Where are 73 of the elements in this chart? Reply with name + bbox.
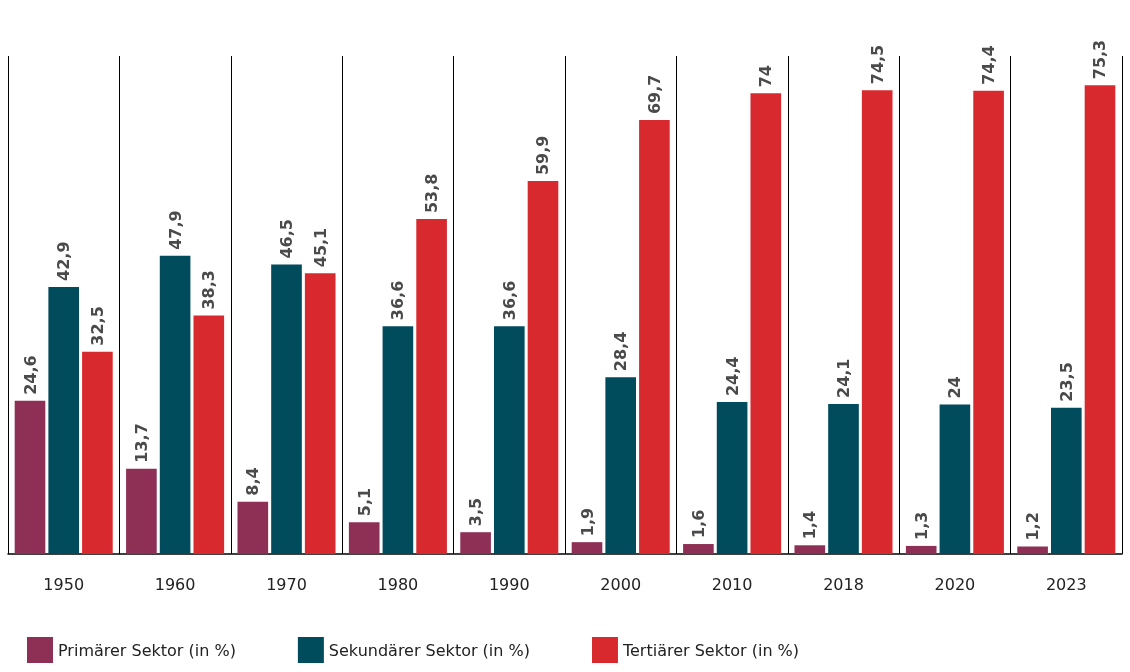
bar [716, 402, 748, 554]
data-label: 24,6 [20, 355, 40, 395]
bar [493, 326, 525, 554]
bar [159, 255, 191, 554]
bar [861, 90, 893, 554]
bar [271, 264, 302, 554]
data-label: 1,4 [800, 510, 820, 540]
data-label: 23,5 [1056, 362, 1076, 402]
data-label: 24,1 [834, 358, 853, 398]
bar [1017, 546, 1048, 554]
data-label: 3,5 [466, 497, 486, 527]
data-label: 1,6 [688, 509, 708, 539]
bar [1084, 85, 1116, 554]
bar [348, 522, 380, 554]
bar [304, 273, 336, 554]
data-label: 75,3 [1090, 39, 1110, 80]
legend-label: Sekundärer Sektor (in %) [328, 640, 530, 660]
x-tick-label: 1980 [377, 574, 419, 594]
x-tick-label: 1950 [43, 574, 85, 594]
data-label: 8,4 [243, 467, 263, 496]
bar [126, 468, 157, 554]
data-label: 59,9 [533, 135, 553, 176]
data-label: 38,3 [199, 270, 219, 310]
data-label: 74,4 [979, 45, 999, 85]
data-label: 45,1 [310, 227, 330, 268]
data-label: 36,6 [388, 280, 408, 321]
bar [527, 181, 559, 554]
bar [571, 542, 603, 554]
data-label: 74,5 [867, 44, 887, 85]
data-label: 36,6 [499, 280, 519, 321]
x-tick-label: 2020 [934, 574, 976, 594]
bar [750, 93, 782, 554]
data-label: 1,3 [911, 511, 931, 540]
data-label: 1,9 [577, 507, 597, 537]
data-label: 1,2 [1023, 512, 1043, 541]
data-label: 74 [756, 65, 776, 88]
data-label: 42,9 [54, 241, 74, 281]
data-label: 32,5 [87, 306, 107, 346]
bar [48, 286, 80, 554]
data-label: 69,7 [644, 74, 664, 115]
legend-label: Primärer Sektor (in %) [58, 640, 236, 660]
x-tick-label: 2023 [1045, 574, 1087, 594]
data-label: 28,4 [611, 331, 631, 372]
bar [639, 120, 670, 554]
bar [605, 377, 637, 554]
x-tick-label: 1970 [266, 574, 307, 594]
bar [416, 219, 447, 554]
x-tick-label: 1960 [154, 574, 196, 594]
legend-label: Tertiärer Sektor (in %) [621, 640, 800, 660]
data-label: 46,5 [277, 219, 296, 259]
bar [82, 351, 113, 554]
bar [237, 501, 269, 554]
data-label: 53,8 [422, 173, 442, 214]
data-label: 13,7 [131, 423, 151, 463]
bar [905, 545, 937, 554]
bar [193, 315, 225, 554]
bar [14, 400, 46, 554]
bar [794, 545, 826, 554]
data-label: 24 [945, 376, 965, 399]
x-tick-label: 1990 [488, 574, 530, 594]
x-tick-label: 2010 [711, 574, 753, 594]
bar [973, 90, 1004, 554]
x-tick-label: 2018 [823, 574, 864, 594]
data-label: 24,4 [722, 356, 742, 397]
x-tick-label: 2000 [600, 574, 642, 594]
data-label: 5,1 [354, 487, 374, 517]
bar [939, 404, 971, 554]
data-label: 47,9 [165, 210, 185, 250]
bar [683, 544, 714, 554]
bar [460, 532, 491, 554]
bar [828, 403, 859, 554]
bar [382, 326, 414, 554]
bar [1050, 407, 1082, 554]
